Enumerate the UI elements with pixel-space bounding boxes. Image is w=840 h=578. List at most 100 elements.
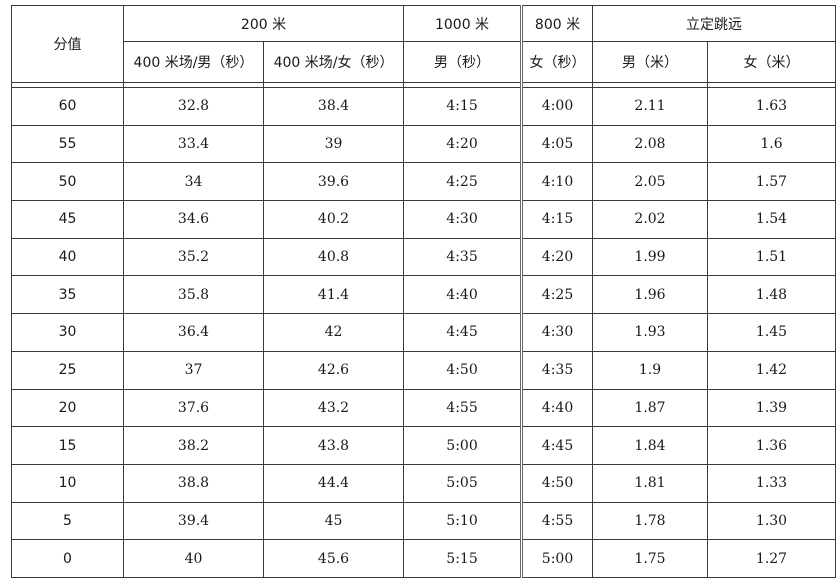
cell-m400-male: 38.8 — [123, 463, 264, 503]
header-group-1000m: 1000 米 — [403, 5, 524, 42]
cell-m400-male: 38.2 — [123, 426, 264, 465]
cell-m800-female: 4:25 — [521, 275, 594, 315]
cell-m800-female: 4:50 — [521, 463, 594, 503]
cell-jump-male: 1.87 — [592, 388, 709, 428]
cell-m1000-male: 4:30 — [403, 200, 524, 239]
cell-m800-female: 4:20 — [521, 237, 594, 277]
cell-m400-female: 40.8 — [262, 237, 405, 277]
cell-m400-male: 32.8 — [123, 87, 264, 126]
cell-score: 55 — [11, 124, 124, 164]
cell-jump-male: 1.9 — [592, 350, 709, 390]
cell-score: 30 — [11, 313, 124, 352]
cell-m400-female: 40.2 — [262, 200, 405, 239]
cell-jump-female: 1.51 — [707, 237, 837, 277]
cell-score: 40 — [11, 237, 124, 277]
cell-jump-female: 1.36 — [707, 426, 837, 465]
cell-jump-male: 1.84 — [592, 426, 709, 465]
cell-m400-female: 39 — [262, 124, 405, 164]
cell-score: 60 — [11, 87, 124, 126]
cell-score: 35 — [11, 275, 124, 315]
cell-jump-male: 1.75 — [592, 539, 709, 578]
cell-m400-male: 34.6 — [123, 200, 264, 239]
cell-m400-male: 33.4 — [123, 124, 264, 164]
header-group-standing-jump: 立定跳远 — [592, 5, 837, 42]
cell-jump-male: 1.81 — [592, 463, 709, 503]
table-row: 60 32.8 38.4 4:15 4:00 2.11 1.63 — [11, 87, 837, 126]
cell-m400-male: 34 — [123, 162, 264, 202]
cell-jump-female: 1.33 — [707, 463, 837, 503]
header-400m-female: 400 米场/女（秒） — [262, 41, 405, 83]
cell-score: 0 — [11, 539, 124, 578]
cell-m400-female: 44.4 — [262, 463, 405, 503]
cell-jump-female: 1.63 — [707, 87, 837, 126]
table-row: 10 38.8 44.4 5:05 4:50 1.81 1.33 — [11, 463, 837, 503]
table-row: 15 38.2 43.8 5:00 4:45 1.84 1.36 — [11, 426, 837, 465]
cell-m1000-male: 4:55 — [403, 388, 524, 428]
cell-score: 45 — [11, 200, 124, 239]
cell-m800-female: 4:40 — [521, 388, 594, 428]
cell-m1000-male: 4:25 — [403, 162, 524, 202]
cell-m400-female: 42 — [262, 313, 405, 352]
header-group-800m: 800 米 — [521, 5, 594, 42]
header-1000m-male: 男（秒） — [403, 41, 524, 83]
cell-m1000-male: 4:15 — [403, 87, 524, 126]
table-row: 25 37 42.6 4:50 4:35 1.9 1.42 — [11, 350, 837, 390]
cell-m400-female: 38.4 — [262, 87, 405, 126]
table-row: 45 34.6 40.2 4:30 4:15 2.02 1.54 — [11, 200, 837, 239]
header-row-groups: 分值 200 米 1000 米 800 米 立定跳远 — [11, 5, 837, 83]
cell-m400-male: 35.8 — [123, 275, 264, 315]
cell-jump-female: 1.6 — [707, 124, 837, 164]
cell-m800-female: 4:55 — [521, 501, 594, 541]
cell-jump-female: 1.57 — [707, 162, 837, 202]
cell-m800-female: 4:45 — [521, 426, 594, 465]
cell-m1000-male: 5:10 — [403, 501, 524, 541]
cell-jump-male: 2.11 — [592, 87, 709, 126]
cell-jump-male: 1.99 — [592, 237, 709, 277]
cell-m400-male: 37 — [123, 350, 264, 390]
header-jump-female: 女（米） — [707, 41, 837, 83]
table-row: 0 40 45.6 5:15 5:00 1.75 1.27 — [11, 539, 837, 578]
cell-m800-female: 4:30 — [521, 313, 594, 352]
cell-m800-female: 5:00 — [521, 539, 594, 578]
score-table-wrapper: 分值 200 米 1000 米 800 米 立定跳远 400 米场/男（秒） 4… — [11, 5, 837, 578]
cell-m400-male: 40 — [123, 539, 264, 578]
cell-m1000-male: 4:50 — [403, 350, 524, 390]
table-row: 40 35.2 40.8 4:35 4:20 1.99 1.51 — [11, 237, 837, 277]
header-group-200m: 200 米 — [122, 5, 405, 42]
cell-jump-male: 1.93 — [592, 313, 709, 352]
cell-jump-male: 2.02 — [592, 200, 709, 239]
cell-m400-female: 45 — [262, 501, 405, 541]
header-400m-male: 400 米场/男（秒） — [123, 41, 264, 83]
cell-m400-female: 42.6 — [262, 350, 405, 390]
cell-m1000-male: 4:35 — [403, 237, 524, 277]
cell-jump-male: 1.78 — [592, 501, 709, 541]
cell-jump-female: 1.30 — [707, 501, 837, 541]
cell-m800-female: 4:10 — [521, 162, 594, 202]
cell-m400-female: 41.4 — [262, 275, 405, 315]
cell-score: 5 — [11, 501, 124, 541]
cell-m400-male: 36.4 — [123, 313, 264, 352]
cell-m800-female: 4:15 — [521, 200, 594, 239]
cell-jump-female: 1.45 — [707, 313, 837, 352]
cell-m400-male: 35.2 — [123, 237, 264, 277]
cell-score: 50 — [11, 162, 124, 202]
cell-score: 15 — [11, 426, 124, 465]
header-spacer-row — [11, 82, 837, 88]
cell-m800-female: 4:35 — [521, 350, 594, 390]
header-jump-male: 男（米） — [592, 41, 709, 83]
cell-jump-male: 2.08 — [592, 124, 709, 164]
cell-m400-female: 45.6 — [262, 539, 405, 578]
header-row-subcolumns: 400 米场/男（秒） 400 米场/女（秒） 男（秒） 女（秒） 男（米） 女… — [12, 41, 837, 83]
cell-m800-female: 4:05 — [521, 124, 594, 164]
cell-jump-female: 1.54 — [707, 200, 837, 239]
cell-m1000-male: 5:15 — [403, 539, 524, 578]
cell-m1000-male: 4:40 — [403, 275, 524, 315]
header-score: 分值 — [11, 5, 124, 83]
cell-m800-female: 4:00 — [521, 87, 594, 126]
table-row: 20 37.6 43.2 4:55 4:40 1.87 1.39 — [11, 388, 837, 428]
cell-m400-female: 43.2 — [262, 388, 405, 428]
cell-score: 10 — [11, 463, 124, 503]
cell-score: 20 — [11, 388, 124, 428]
table-header: 分值 200 米 1000 米 800 米 立定跳远 400 米场/男（秒） 4… — [11, 5, 837, 88]
cell-m1000-male: 5:05 — [403, 463, 524, 503]
